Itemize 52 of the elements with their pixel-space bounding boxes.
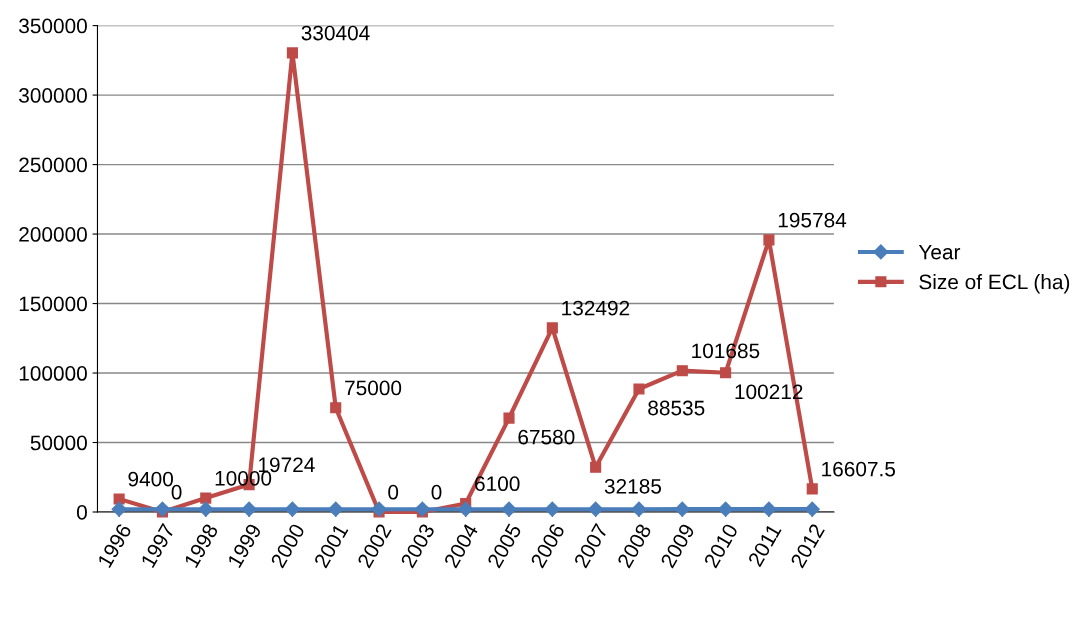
data-label: 88535 <box>648 400 705 416</box>
point <box>761 501 777 517</box>
point <box>763 234 775 246</box>
point <box>200 492 212 504</box>
y-tick-label: 50000 <box>30 435 87 451</box>
legend-label: Size of ECL (ha) <box>919 274 1070 294</box>
y-tick-label: 150000 <box>19 296 87 312</box>
point <box>111 501 127 517</box>
point <box>414 501 430 517</box>
y-tick-label: 350000 <box>19 18 87 34</box>
data-label: 67580 <box>518 429 575 445</box>
point <box>113 493 125 505</box>
data-label: 0 <box>431 484 442 500</box>
point <box>503 412 515 424</box>
point <box>458 501 474 517</box>
point <box>631 501 647 517</box>
data-label: 75000 <box>345 380 402 396</box>
data-label: 19724 <box>259 457 315 473</box>
point <box>720 367 732 379</box>
data-label: 132492 <box>562 300 630 316</box>
data-label: 330404 <box>301 25 370 41</box>
data-label: 195784 <box>778 212 847 228</box>
point <box>241 501 257 517</box>
point <box>633 383 645 395</box>
point <box>330 402 342 414</box>
point <box>676 365 688 377</box>
data-label: 9400 <box>128 471 173 487</box>
point <box>501 501 517 517</box>
point <box>806 483 818 495</box>
point <box>328 501 344 517</box>
y-tick-label: 300000 <box>19 88 87 103</box>
point <box>804 501 820 517</box>
point <box>674 501 690 517</box>
y-tick-label: 100000 <box>19 366 87 381</box>
point <box>286 47 298 59</box>
data-label: 0 <box>388 484 399 500</box>
y-tick-label: 250000 <box>19 157 87 173</box>
point <box>590 461 602 473</box>
point <box>588 501 604 517</box>
legend-label: Year <box>918 244 961 260</box>
point <box>546 322 558 334</box>
y-tick-label: 200000 <box>19 227 87 242</box>
data-label: 16607.5 <box>822 461 896 477</box>
data-label: 0 <box>171 484 182 500</box>
y-tick-label: 0 <box>76 505 87 520</box>
point <box>154 501 171 517</box>
point <box>198 501 214 517</box>
point <box>284 501 300 517</box>
point <box>718 501 734 517</box>
point <box>544 501 560 517</box>
point <box>371 501 387 517</box>
data-label: 32185 <box>604 478 662 494</box>
